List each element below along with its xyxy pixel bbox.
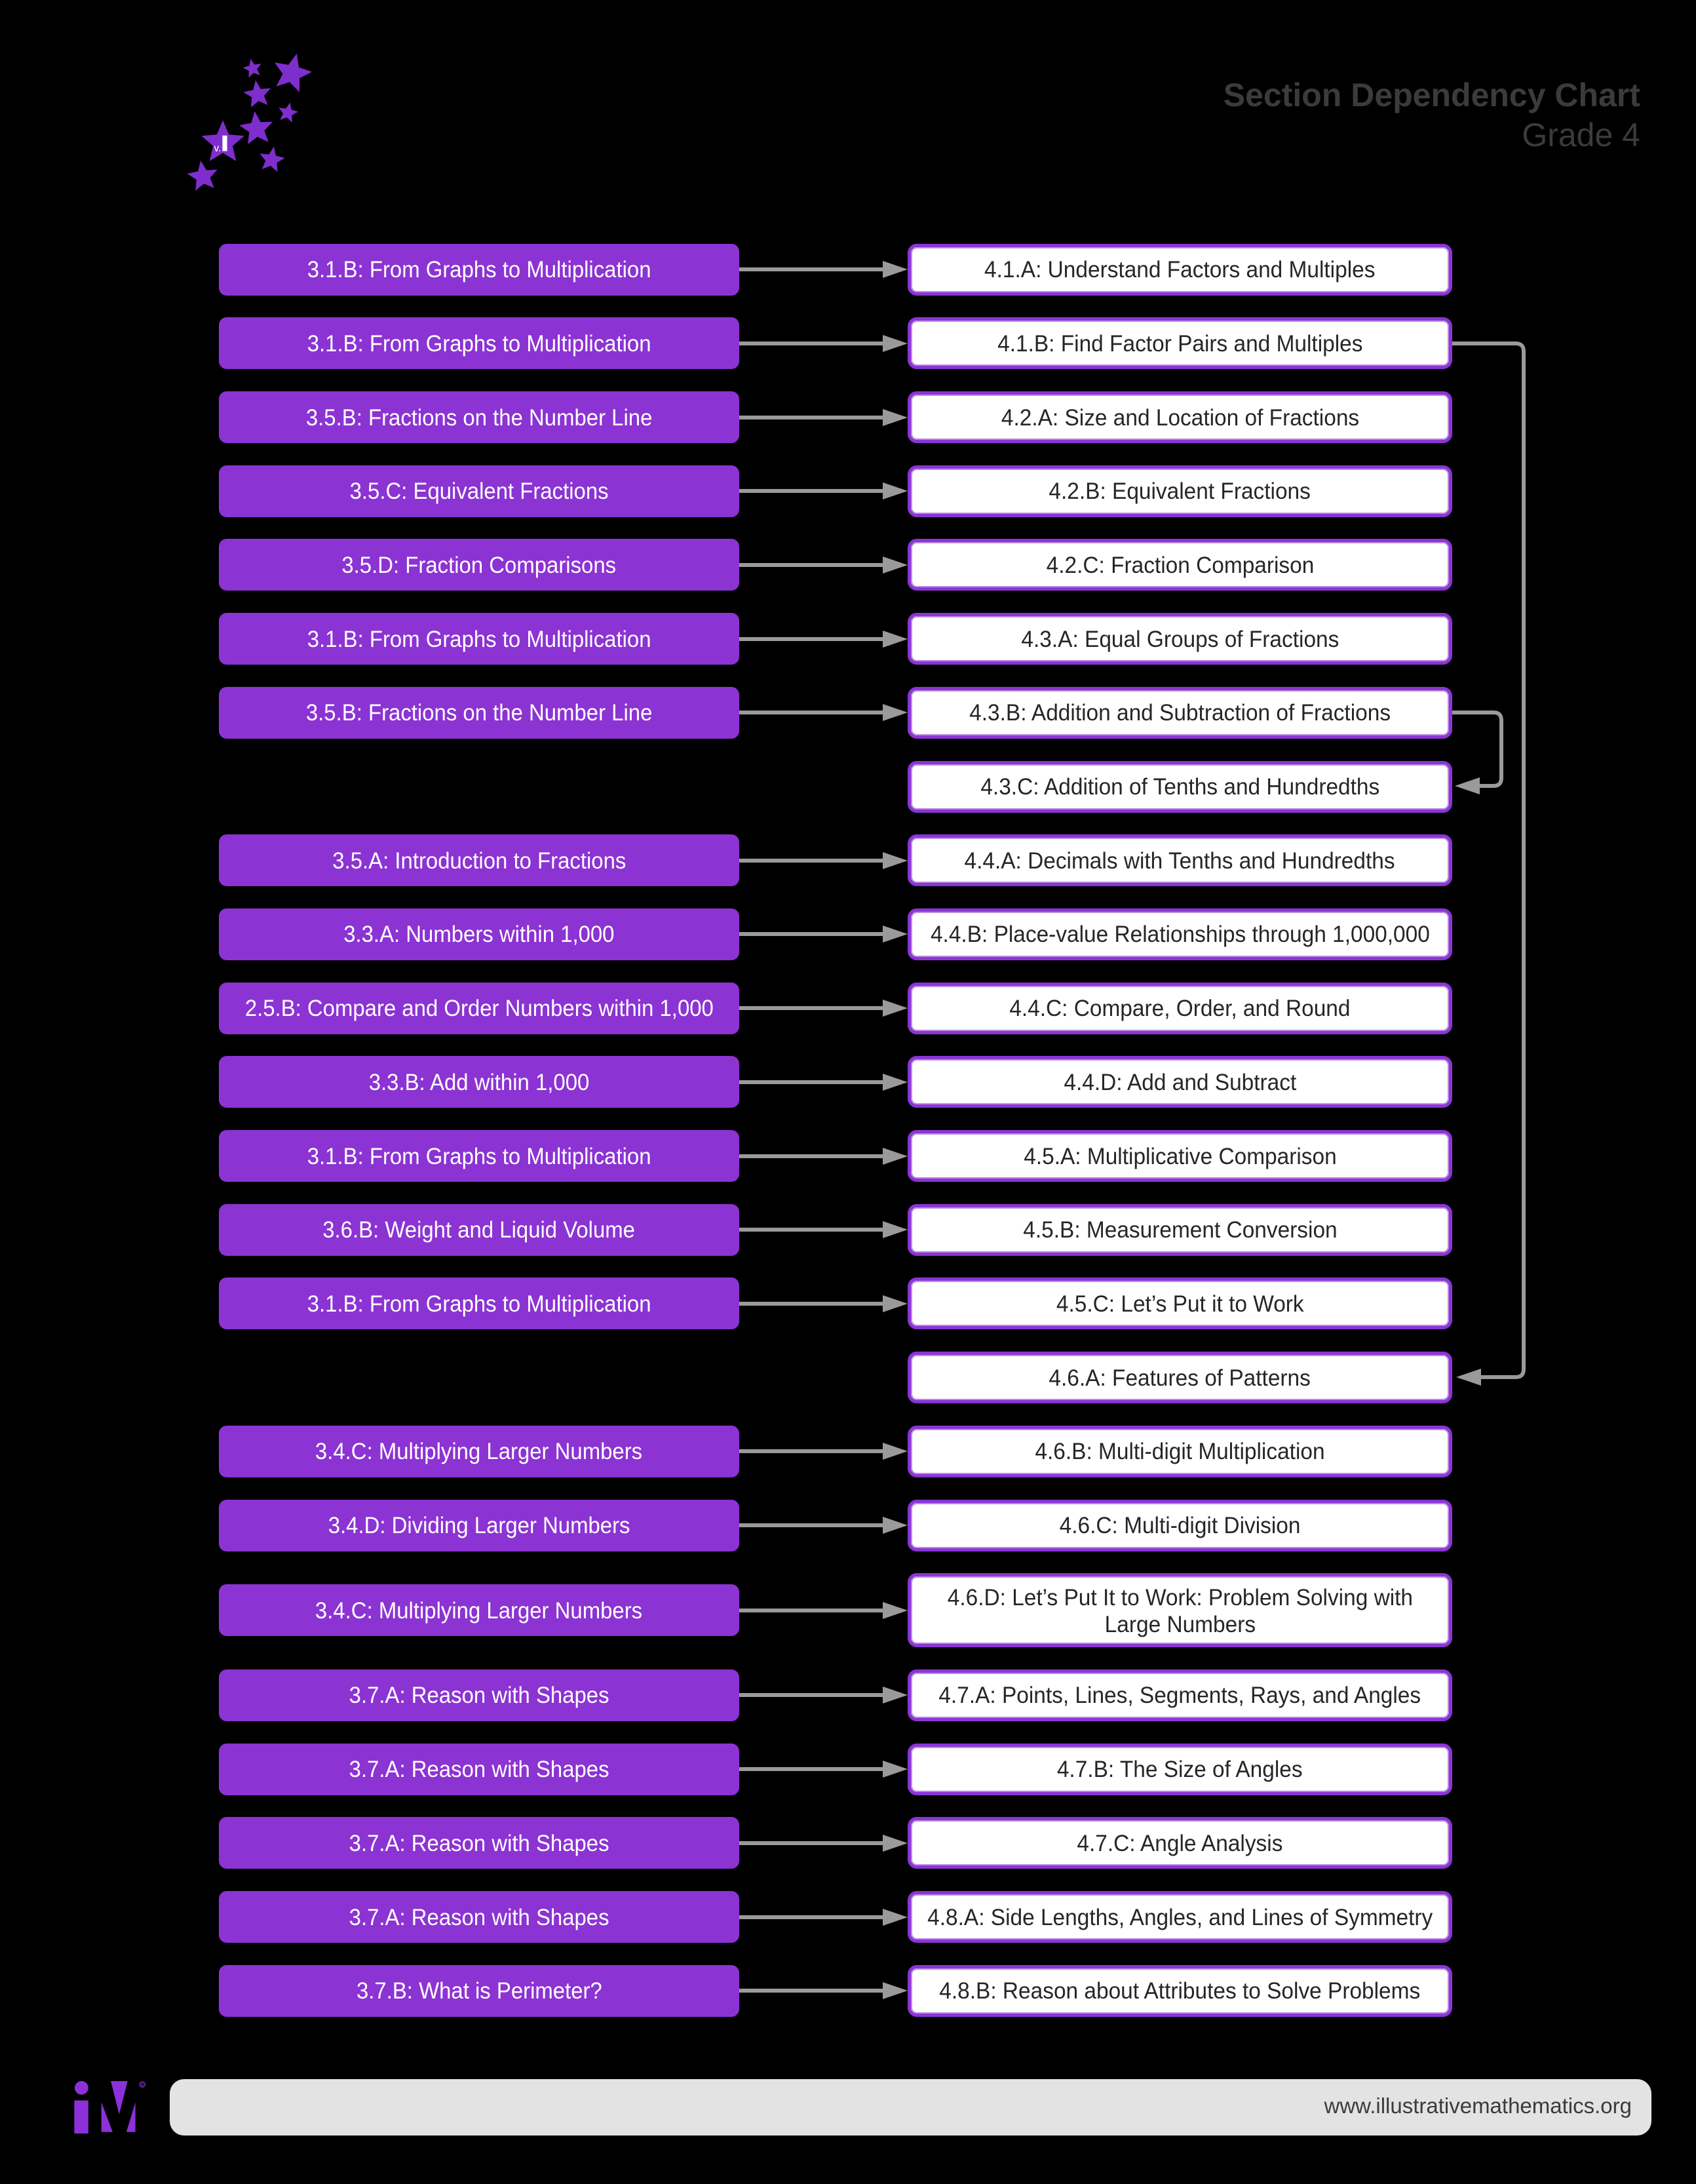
svg-text:v.: v. (214, 143, 222, 154)
svg-text:R: R (141, 2083, 144, 2088)
